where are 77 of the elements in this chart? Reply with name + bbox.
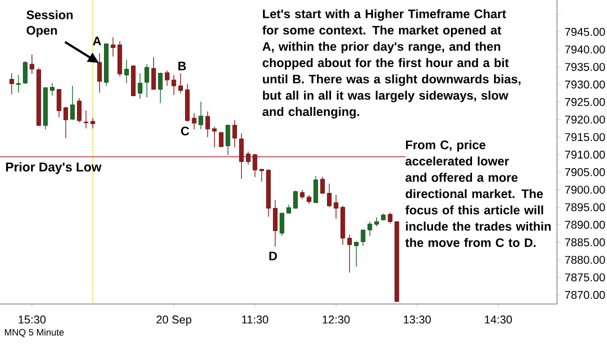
y-tick-label: 7925.00 [565,98,605,106]
y-tick-label: 7920.00 [565,116,605,124]
y-tick-label: 7935.00 [565,62,605,71]
annotation: Session Open [26,10,73,38]
candlestick [212,126,217,148]
candlestick [334,194,338,220]
candlestick [252,154,258,178]
annotation: B [178,62,186,70]
candlestick [198,101,204,130]
x-tick-label: 13:30 [404,316,431,324]
candlestick [178,72,183,94]
x-tick-label: 14:30 [484,316,512,324]
candlestick [226,124,230,156]
candlestick [50,82,55,96]
candlestick [151,56,156,90]
x-tick-label: 12:30 [322,316,350,324]
candlestick [354,241,359,267]
candlestick [218,131,224,148]
candlestick [368,221,372,236]
y-tick-label: 7890.00 [565,220,605,229]
candlestick [280,212,284,236]
y-tick-label: 7885.00 [565,238,605,246]
ref-line-label: Prior Day's Low [6,162,102,174]
candlestick [259,168,264,182]
x-tick-label: 11:30 [242,316,268,324]
text: MNQ 5 Minute [4,328,64,338]
annotation: A [92,36,102,46]
candlestick [192,112,196,130]
candlestick [76,98,82,123]
candlestick [110,37,116,57]
candlestick [144,64,150,98]
y-tick-label: 7870.00 [565,290,605,299]
candlestick [232,120,237,148]
candlestick [9,72,14,95]
candlestick [22,60,28,84]
candlestick [84,110,88,129]
candlestick [138,72,142,100]
candlestick [16,74,21,93]
candlestick [239,132,244,180]
candlestick [272,199,278,247]
candlestick [374,216,379,227]
candlestick [63,106,68,139]
y-tick-label: 7900.00 [565,186,605,194]
candlestick [313,176,318,204]
candlestick [124,60,129,84]
candlestick [97,52,102,93]
y-tick-label: 7910.00 [565,150,605,159]
annotation: From C, price accelerated lower and offered a more directional market. The focus of this article will include the trades within the move from C to D. [405,140,551,248]
x-tick-label: 20 Sep [156,316,192,326]
candlestick [327,183,332,208]
candlestick [347,234,352,273]
y-tick-label: 7875.00 [565,273,605,282]
candlestick [164,70,170,86]
candlestick [246,151,250,166]
candlestick [360,229,366,246]
candlestick [30,54,34,74]
candlestick [388,212,392,224]
candlestick [158,72,163,104]
annotation: C [181,126,190,136]
candlestick [320,176,325,194]
candlestick [293,190,298,210]
candlestick [172,74,176,96]
y-tick-label: 7915.00 [565,133,605,142]
y-tick-label: 7930.00 [565,80,605,89]
candlestick [90,118,96,129]
y-tick-label: 7940.00 [565,45,605,54]
candlestick [205,111,210,138]
annotation: D [269,252,277,260]
x-tick-label: 15:30 [18,316,46,324]
y-tick-label: 7880.00 [565,256,605,264]
candlestick [300,190,305,200]
y-tick-label: 7945.00 [565,28,605,36]
y-tick-label: 7895.00 [565,203,605,212]
candlestick [56,88,62,118]
annotation: Let's start with a Higher Timeframe Chart for some context. The market opened at A, within the prior day's range, and then chopped about for the first hour and a bit until B. There was a slight downwards bias, but all in all it was largely sideways, slow and challenging. [262,9,520,119]
y-tick-label: 7905.00 [565,168,605,176]
candlestick [70,86,75,120]
